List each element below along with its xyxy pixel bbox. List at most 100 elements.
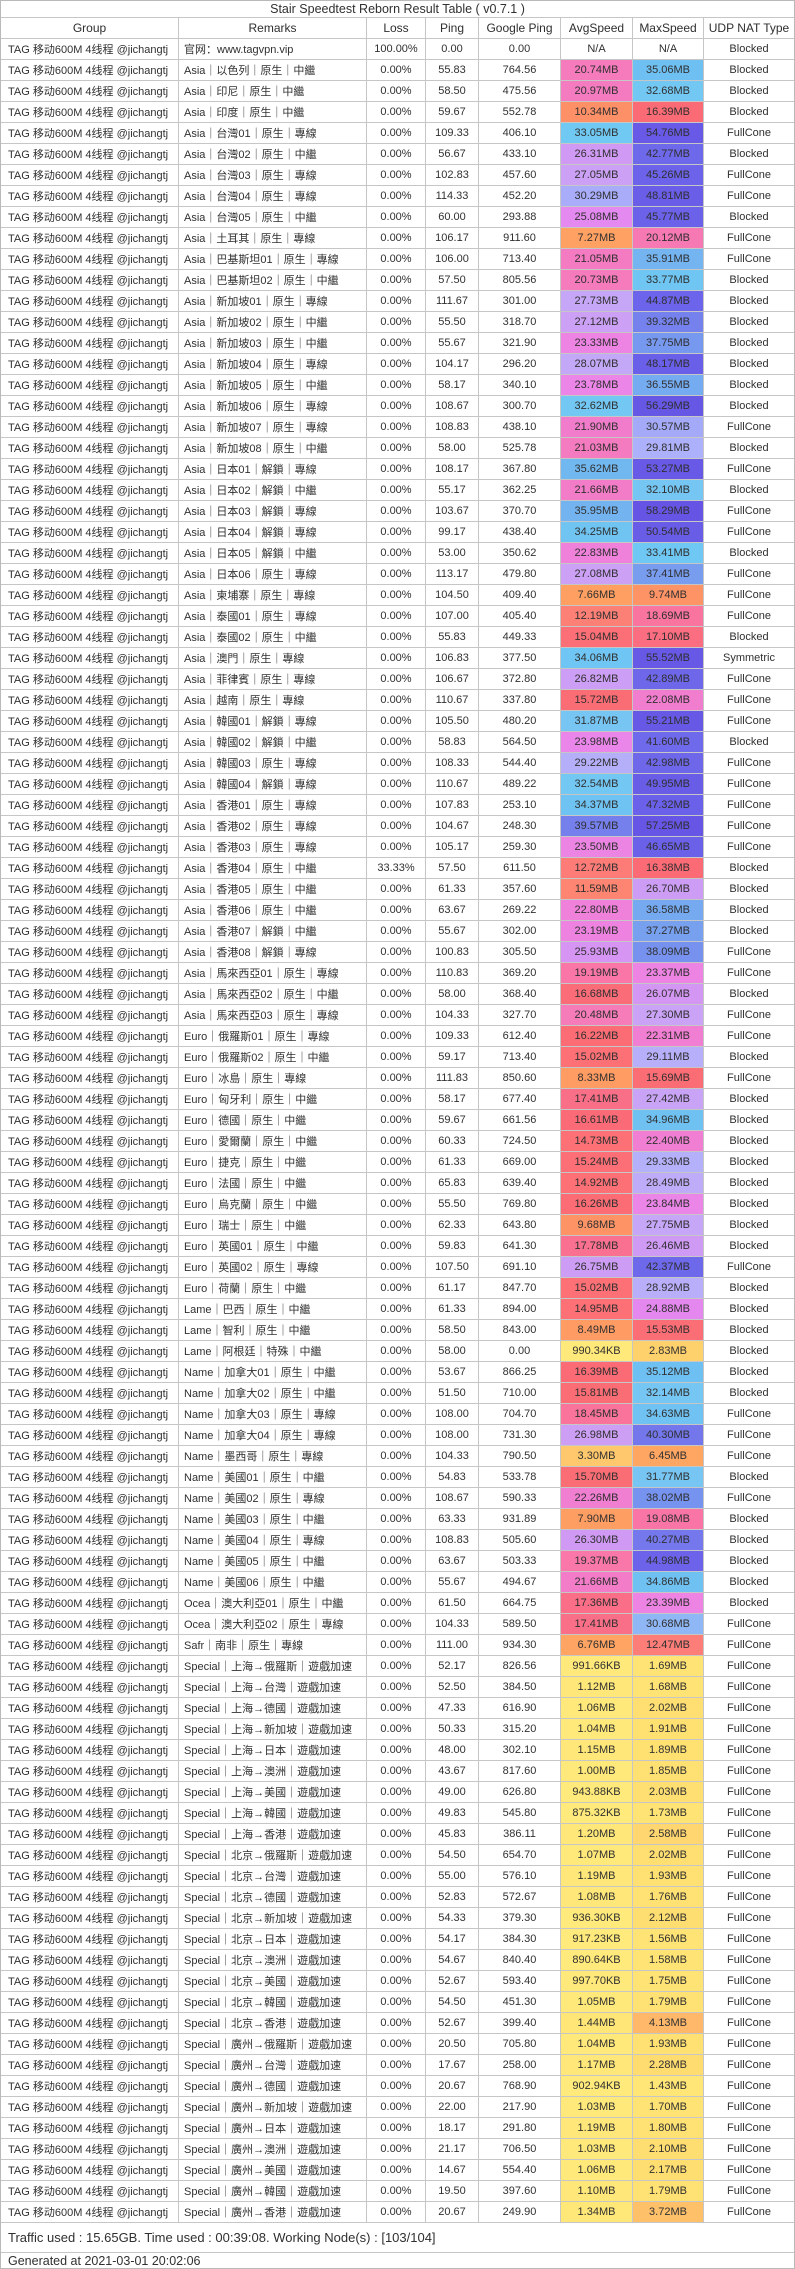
cell-remarks: Name｜美國03｜原生｜中繼 (179, 1509, 367, 1529)
cell-loss: 0.00% (367, 501, 426, 521)
column-header-maxspeed: MaxSpeed (633, 18, 704, 38)
cell-ping: 104.50 (426, 585, 479, 605)
cell-remarks: Special｜上海→台灣｜遊戲加速 (179, 1677, 367, 1697)
cell-maxspeed: 1.89MB (633, 1740, 704, 1760)
cell-loss: 0.00% (367, 648, 426, 668)
cell-udp-nat-type: Blocked (729, 631, 769, 643)
cell-udp-nat-type: Blocked (729, 337, 769, 349)
cell-ping: 61.33 (426, 1152, 479, 1172)
cell-ping: 58.00 (426, 438, 479, 458)
cell-udp-nat-type: Blocked (729, 400, 769, 412)
cell-remarks: Asia｜韓國01｜解鎖｜專線 (179, 711, 367, 731)
cell-google-ping: 503.33 (479, 1551, 561, 1571)
cell-google-ping: 369.20 (479, 963, 561, 983)
cell-avgspeed: 936.30KB (561, 1908, 633, 1928)
cell-ping: 55.50 (426, 312, 479, 332)
cell-loss: 0.00% (367, 1026, 426, 1046)
cell-ping: 20.67 (426, 2202, 479, 2222)
cell-google-ping: 572.67 (479, 1887, 561, 1907)
cell-udp-nat-type: FullCone (726, 1996, 772, 2008)
cell-udp-nat-type: Blocked (729, 442, 769, 454)
cell-maxspeed: 31.77MB (633, 1467, 704, 1487)
cell-ping: 58.83 (426, 732, 479, 752)
cell-remarks: Special｜北京→澳洲｜遊戲加速 (179, 1950, 367, 1970)
cell-remarks: Asia｜柬埔寨｜原生｜專線 (179, 585, 367, 605)
table-row: TAG 移动600M 4线程 @jichangtj Euro｜俄羅斯01｜原生｜… (1, 1026, 794, 1047)
cell-ping: 61.33 (426, 879, 479, 899)
cell-google-ping: 768.90 (479, 2076, 561, 2096)
table-row: TAG 移动600M 4线程 @jichangtj Name｜美國04｜原生｜專… (1, 1530, 794, 1551)
cell-loss: 0.00% (367, 984, 426, 1004)
cell-udp-nat-type: FullCone (726, 2206, 772, 2218)
table-row: TAG 移动600M 4线程 @jichangtj Special｜上海→台灣｜… (1, 1677, 794, 1698)
cell-maxspeed: 30.68MB (633, 1614, 704, 1634)
cell-udp-nat-type: Blocked (729, 1387, 769, 1399)
table-row: TAG 移动600M 4线程 @jichangtj Euro｜法國｜原生｜中繼 … (1, 1173, 794, 1194)
cell-ping: 54.50 (426, 1845, 479, 1865)
cell-remarks: Special｜廣州→台灣｜遊戲加速 (179, 2055, 367, 2075)
cell-udp-nat-type: Blocked (729, 862, 769, 874)
cell-avgspeed: 25.93MB (561, 942, 633, 962)
cell-remarks: Asia｜馬來西亞01｜原生｜專線 (179, 963, 367, 983)
cell-loss: 0.00% (367, 669, 426, 689)
table-row: TAG 移动600M 4线程 @jichangtj Name｜加拿大02｜原生｜… (1, 1383, 794, 1404)
table-row: TAG 移动600M 4线程 @jichangtj Special｜廣州→日本｜… (1, 2118, 794, 2139)
table-row: TAG 移动600M 4线程 @jichangtj Name｜墨西哥｜原生｜專線… (1, 1446, 794, 1467)
cell-avgspeed: 12.19MB (561, 606, 633, 626)
cell-maxspeed: 50.54MB (633, 522, 704, 542)
cell-ping: 52.67 (426, 1971, 479, 1991)
cell-remarks: Asia｜新加坡02｜原生｜中繼 (179, 312, 367, 332)
cell-avgspeed: 16.39MB (561, 1362, 633, 1382)
cell-group: TAG 移动600M 4线程 @jichangtj (1, 1194, 179, 1214)
cell-loss: 0.00% (367, 1047, 426, 1067)
cell-udp-nat-type: Blocked (729, 1303, 769, 1315)
cell-remarks: Asia｜香港05｜原生｜中繼 (179, 879, 367, 899)
table-row: TAG 移动600M 4线程 @jichangtj Euro｜荷蘭｜原生｜中繼 … (1, 1278, 794, 1299)
cell-avgspeed: 10.34MB (561, 102, 633, 122)
cell-google-ping: 704.70 (479, 1404, 561, 1424)
cell-remarks: Name｜加拿大01｜原生｜中繼 (179, 1362, 367, 1382)
cell-avgspeed: 27.12MB (561, 312, 633, 332)
cell-group: TAG 移动600M 4线程 @jichangtj (1, 816, 179, 836)
table-row: TAG 移动600M 4线程 @jichangtj Asia｜馬來西亞02｜原生… (1, 984, 794, 1005)
cell-udp-nat-type: Blocked (729, 1534, 769, 1546)
cell-maxspeed: 2.17MB (633, 2160, 704, 2180)
table-row: TAG 移动600M 4线程 @jichangtj Asia｜日本05｜解鎖｜中… (1, 543, 794, 564)
cell-loss: 0.00% (367, 249, 426, 269)
cell-udp-nat-type: Blocked (729, 736, 769, 748)
column-header-group: Group (1, 18, 179, 38)
cell-maxspeed: 38.09MB (633, 942, 704, 962)
cell-udp-nat-type: Blocked (729, 85, 769, 97)
cell-ping: 53.67 (426, 1362, 479, 1382)
cell-udp-nat-type: Blocked (729, 358, 769, 370)
cell-maxspeed: 27.75MB (633, 1215, 704, 1235)
cell-maxspeed: 34.96MB (633, 1110, 704, 1130)
cell-google-ping: 533.78 (479, 1467, 561, 1487)
cell-group: TAG 移动600M 4线程 @jichangtj (1, 711, 179, 731)
cell-group: TAG 移动600M 4线程 @jichangtj (1, 2034, 179, 2054)
cell-maxspeed: 22.31MB (633, 1026, 704, 1046)
cell-ping: 108.83 (426, 1530, 479, 1550)
cell-ping: 54.33 (426, 1908, 479, 1928)
cell-google-ping: 691.10 (479, 1257, 561, 1277)
cell-google-ping: 293.88 (479, 207, 561, 227)
cell-maxspeed: 26.07MB (633, 984, 704, 1004)
cell-group: TAG 移动600M 4线程 @jichangtj (1, 2097, 179, 2117)
table-row: TAG 移动600M 4线程 @jichangtj Special｜上海→香港｜… (1, 1824, 794, 1845)
cell-loss: 0.00% (367, 2076, 426, 2096)
cell-group: TAG 移动600M 4线程 @jichangtj (1, 165, 179, 185)
cell-loss: 0.00% (367, 1425, 426, 1445)
cell-udp-nat-type: FullCone (726, 1030, 772, 1042)
cell-avgspeed: 8.49MB (561, 1320, 633, 1340)
cell-avgspeed: 22.83MB (561, 543, 633, 563)
table-row: TAG 移动600M 4线程 @jichangtj Asia｜以色列｜原生｜中繼… (1, 60, 794, 81)
cell-google-ping: 866.25 (479, 1362, 561, 1382)
cell-avgspeed: 31.87MB (561, 711, 633, 731)
cell-google-ping: 934.30 (479, 1635, 561, 1655)
cell-loss: 0.00% (367, 228, 426, 248)
cell-maxspeed: 41.60MB (633, 732, 704, 752)
cell-udp-nat-type: Blocked (729, 547, 769, 559)
cell-maxspeed: 55.21MB (633, 711, 704, 731)
cell-google-ping: 397.60 (479, 2181, 561, 2201)
cell-avgspeed: 19.19MB (561, 963, 633, 983)
